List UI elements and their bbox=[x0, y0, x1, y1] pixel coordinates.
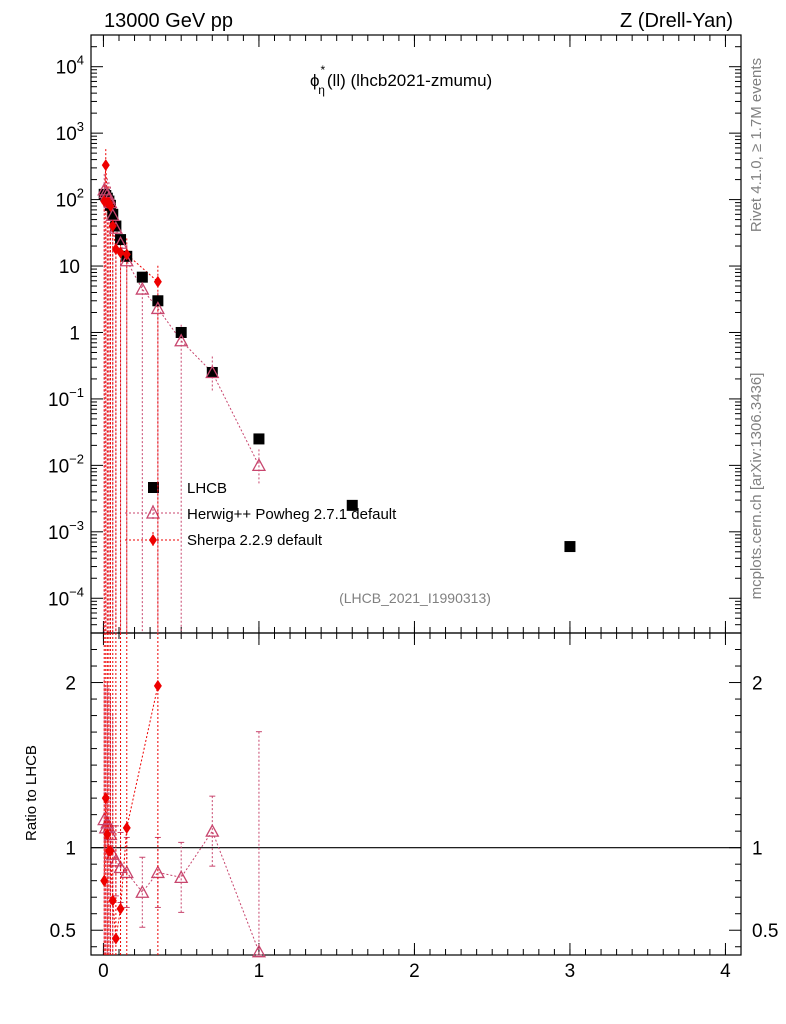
plot-title: ϕ* η (ll) (lhcb2021-zmumu) bbox=[310, 63, 492, 97]
ratio-y-tick-label: 0.5 bbox=[50, 921, 76, 942]
ratio-panel-frame bbox=[90, 632, 742, 956]
sherpa-point bbox=[108, 220, 117, 233]
x-tick-label: 0 bbox=[98, 961, 109, 982]
ratio-y-tick-label: 2 bbox=[65, 674, 76, 695]
herwig-ratio-point bbox=[251, 944, 267, 958]
y-tick-label: 10 bbox=[59, 257, 80, 278]
analysis-watermark: (LHCB_2021_I1990313) bbox=[339, 590, 491, 606]
y-tick-label: 104 bbox=[56, 53, 84, 79]
legend-herwig-marker bbox=[145, 504, 161, 519]
sherpa-ratio-point bbox=[122, 821, 131, 834]
sherpa-point bbox=[122, 248, 131, 261]
y-tick-label: 10−1 bbox=[48, 385, 84, 411]
herwig-point bbox=[119, 253, 134, 267]
lhcb-point bbox=[253, 433, 265, 445]
mcplots-label: mcplots.cern.ch [arXiv:1306.3436] bbox=[748, 373, 765, 600]
ratio-y-tick-label: 1 bbox=[65, 839, 76, 860]
herwig-ratio-point bbox=[205, 823, 220, 837]
y-tick-label: 10−4 bbox=[48, 584, 84, 610]
legend-sherpa-marker bbox=[149, 534, 157, 546]
y-tick-label: 103 bbox=[56, 119, 84, 145]
herwig-ratio-point bbox=[174, 870, 189, 884]
sherpa-point bbox=[116, 246, 125, 259]
title-subscript: η bbox=[318, 83, 325, 97]
lhcb-point bbox=[175, 326, 187, 338]
title-rest: (ll) (lhcb2021-zmumu) bbox=[327, 71, 492, 90]
title-superscript: * bbox=[321, 63, 326, 77]
ratio-y-tick-label-right: 1 bbox=[752, 839, 763, 860]
herwig-point bbox=[205, 365, 220, 379]
legend-sherpa-label: Sherpa 2.2.9 default bbox=[187, 532, 323, 549]
y-tick-label: 10−2 bbox=[48, 451, 84, 477]
herwig-point bbox=[251, 458, 267, 472]
legend-lhcb-label: LHCB bbox=[187, 480, 227, 497]
legend-lhcb-marker bbox=[148, 482, 159, 493]
herwig-point bbox=[135, 281, 150, 295]
y-tick-label: 102 bbox=[56, 186, 84, 212]
ratio-y-axis-label: Ratio to LHCB bbox=[23, 745, 40, 841]
lhcb-point bbox=[564, 541, 576, 553]
lhcb-point bbox=[107, 208, 119, 220]
header-right: Z (Drell-Yan) bbox=[620, 10, 733, 32]
header-left: 13000 GeV pp bbox=[104, 10, 233, 32]
lhcb-point bbox=[136, 271, 148, 283]
sherpa-ratio-point bbox=[153, 679, 162, 692]
lhcb-point bbox=[152, 295, 164, 307]
legend-herwig-label: Herwig++ Powheg 2.7.1 default bbox=[187, 506, 397, 523]
sherpa-ratio-point bbox=[108, 894, 117, 907]
lhcb-point bbox=[346, 499, 358, 511]
y-tick-label: 1 bbox=[69, 323, 80, 344]
sherpa-point bbox=[153, 275, 162, 288]
herwig-point bbox=[150, 301, 165, 315]
sherpa-ratio-point bbox=[111, 932, 120, 945]
x-tick-label: 1 bbox=[254, 961, 265, 982]
x-tick-label: 3 bbox=[565, 961, 576, 982]
sherpa-ratio-point bbox=[116, 902, 125, 915]
title-symbol: ϕ bbox=[310, 71, 320, 90]
herwig-ratio-line bbox=[103, 819, 260, 952]
herwig-point bbox=[174, 333, 189, 347]
herwig-ratio-point bbox=[135, 884, 150, 898]
ratio-y-tick-label-right: 2 bbox=[752, 674, 763, 695]
herwig-ratio-point bbox=[113, 860, 128, 874]
legend: LHCB Herwig++ Powheg 2.7.1 default Sherp… bbox=[125, 480, 397, 549]
sherpa-ratio-line bbox=[103, 685, 159, 939]
y-tick-label: 10−3 bbox=[48, 518, 84, 544]
sherpa-point bbox=[106, 200, 115, 213]
x-tick-label: 4 bbox=[720, 961, 731, 982]
sherpa-point bbox=[101, 159, 110, 172]
rivet-label: Rivet 4.1.0, ≥ 1.7M events bbox=[748, 58, 765, 232]
lhcb-point bbox=[115, 234, 127, 246]
x-tick-label: 2 bbox=[409, 961, 420, 982]
lhcb-point bbox=[206, 366, 218, 378]
herwig-ratio-point bbox=[150, 865, 165, 879]
ratio-y-tick-label-right: 0.5 bbox=[752, 921, 778, 942]
